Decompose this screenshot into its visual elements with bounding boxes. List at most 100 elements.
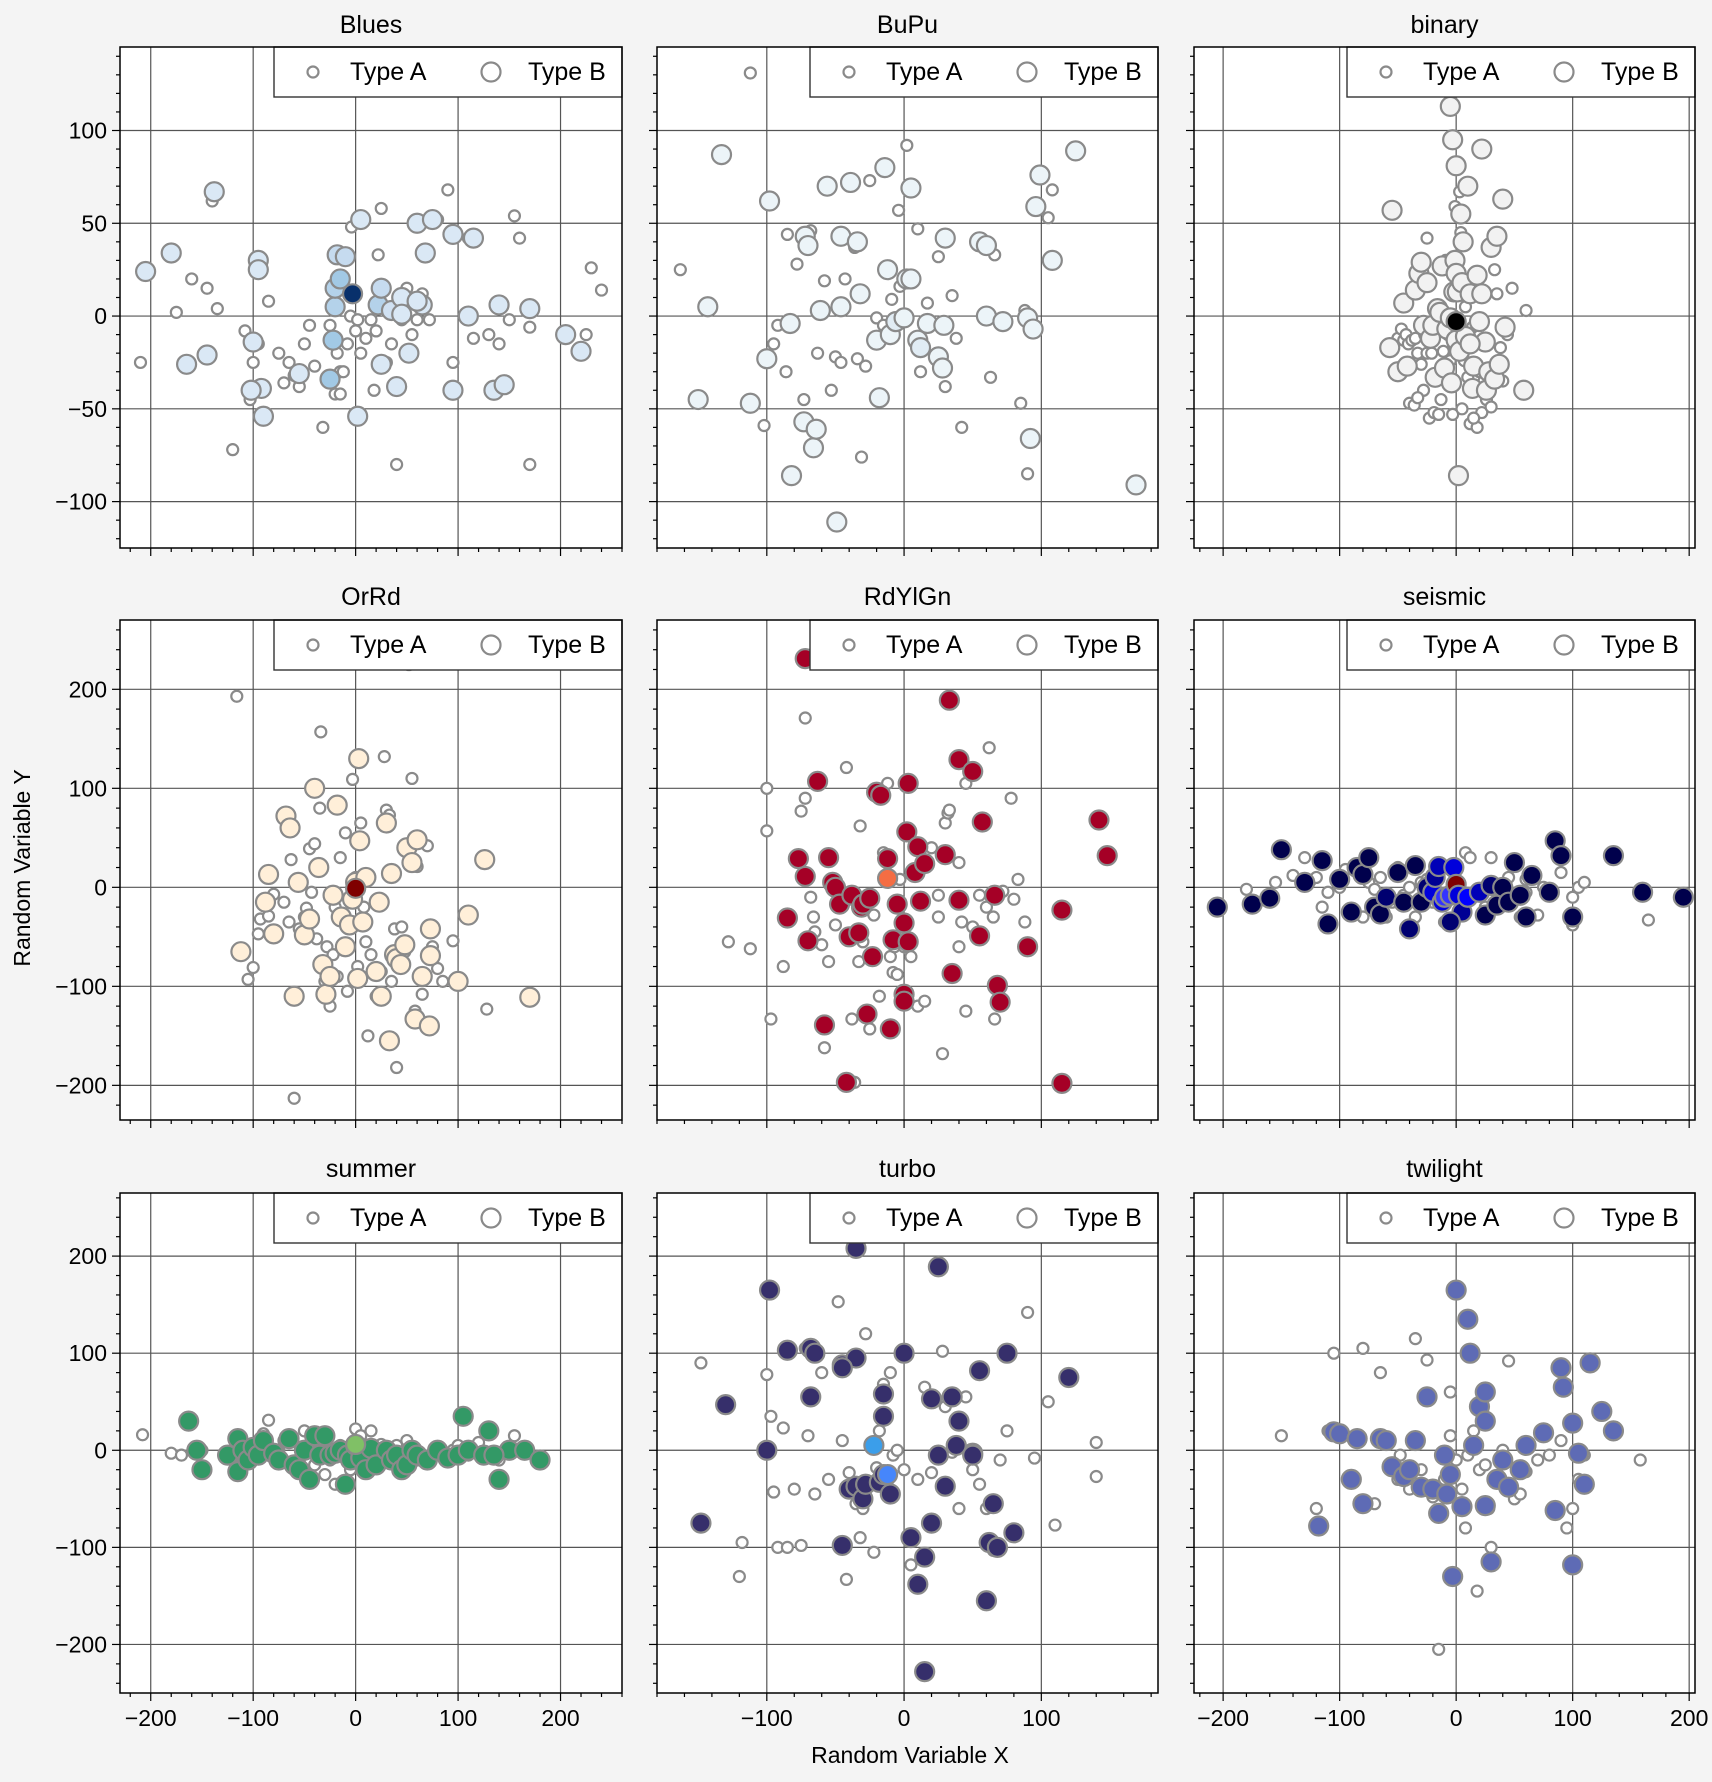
type-b-point (1329, 1423, 1351, 1445)
type-b-point (474, 849, 496, 871)
type-a-point (1566, 890, 1580, 904)
type-a-point (308, 837, 322, 851)
type-a-point (938, 379, 952, 394)
type-a-point (1018, 915, 1032, 929)
type-a-point (241, 972, 255, 987)
type-a-point (1045, 183, 1059, 197)
type-b-point (900, 268, 922, 290)
type-b-point (390, 953, 412, 976)
type-a-point (1531, 1453, 1545, 1467)
type-a-point (200, 281, 214, 295)
y-tick-label: 200 (69, 676, 107, 702)
type-b-point (349, 830, 371, 852)
type-a-point (361, 1029, 375, 1043)
type-a-point (767, 1485, 781, 1499)
type-a-point (1463, 851, 1477, 865)
type-b-point (1404, 854, 1426, 877)
type-a-point (1519, 303, 1533, 318)
panel-title: twilight (1406, 1155, 1482, 1183)
type-a-point (313, 801, 327, 815)
type-b-point (797, 234, 819, 257)
legend-type-b-label: Type B (528, 1204, 606, 1232)
type-b-point (380, 862, 403, 885)
type-b-point (938, 689, 960, 711)
type-a-point (1004, 791, 1018, 805)
type-b-point (401, 851, 423, 874)
type-a-point (854, 450, 869, 464)
type-b-point (287, 871, 309, 893)
type-a-point (374, 201, 388, 216)
type-a-point (897, 1463, 911, 1477)
type-b-point (1509, 1459, 1531, 1481)
type-a-point (1298, 851, 1312, 865)
type-a-point (1089, 1469, 1103, 1484)
type-b-point (1311, 849, 1333, 872)
type-b-point (941, 1386, 963, 1408)
type-a-point (1577, 875, 1591, 889)
type-b-point (805, 418, 827, 440)
type-a-point (446, 934, 460, 948)
type-b-point (897, 931, 919, 953)
panel-title: seismic (1403, 583, 1486, 611)
type-b-point (802, 437, 825, 459)
type-b-point (900, 177, 922, 199)
plot-frame (119, 619, 623, 1121)
type-b-point (252, 405, 275, 427)
type-a-point (839, 760, 854, 775)
type-b-point (324, 296, 346, 318)
type-b-point (1346, 1428, 1368, 1450)
type-a-point (1467, 411, 1481, 425)
legend-box (1346, 46, 1696, 98)
type-b-point (971, 811, 993, 833)
panel-title: BuPu (877, 11, 938, 39)
legend-type-a-label: Type A (886, 631, 963, 659)
type-a-point (935, 1344, 950, 1358)
type-a-point (1315, 900, 1329, 914)
type-a-point (1633, 1453, 1647, 1467)
type-a-point (336, 365, 350, 379)
type-a-point (523, 457, 537, 472)
type-b-point (1096, 845, 1118, 867)
type-b-point (968, 1360, 991, 1382)
type-b-point (863, 1434, 885, 1457)
type-a-point (277, 895, 291, 909)
type-a-point (359, 935, 373, 949)
type-b-point (160, 242, 182, 264)
type-b-point (178, 1410, 200, 1432)
type-b-point (914, 1661, 936, 1683)
y-tick-label: 50 (81, 210, 107, 236)
plot-frame (119, 46, 623, 549)
type-b-point (1439, 1463, 1461, 1486)
type-a-point (135, 1428, 150, 1442)
type-b-point (806, 770, 829, 792)
type-b-point (1515, 1434, 1537, 1457)
type-b-point (1396, 355, 1418, 377)
type-a-point (384, 974, 399, 988)
panel-twilight: −200 −100 0 100 200 Type A Type B twilight (1186, 1155, 1708, 1731)
type-b-point (933, 314, 955, 336)
type-b-point (308, 856, 330, 879)
type-b-point (804, 1342, 826, 1364)
type-a-point (1356, 1341, 1370, 1355)
type-a-point (760, 824, 774, 838)
type-b-point (1379, 337, 1401, 359)
type-a-point (133, 355, 148, 370)
type-a-point (735, 1535, 749, 1550)
x-axis-label: Random Variable X (811, 1742, 1009, 1768)
type-a-point (338, 826, 352, 840)
type-a-point (911, 1472, 925, 1487)
type-a-point (1021, 1305, 1035, 1320)
type-a-point (863, 174, 877, 188)
type-a-point (1041, 1395, 1055, 1409)
type-b-point (968, 925, 991, 947)
legend-type-a-marker (1379, 65, 1393, 79)
panel-blues: −100 −50 0 50 100 Type A Type B Blues (55, 11, 623, 556)
legend-type-a-label: Type A (886, 58, 963, 86)
type-b-point (986, 1536, 1009, 1558)
type-b-point (288, 362, 310, 385)
type-a-point (1554, 865, 1568, 880)
type-b-point (710, 144, 733, 166)
type-b-point (941, 962, 963, 985)
type-a-point (1446, 407, 1460, 421)
type-a-point (441, 183, 455, 197)
